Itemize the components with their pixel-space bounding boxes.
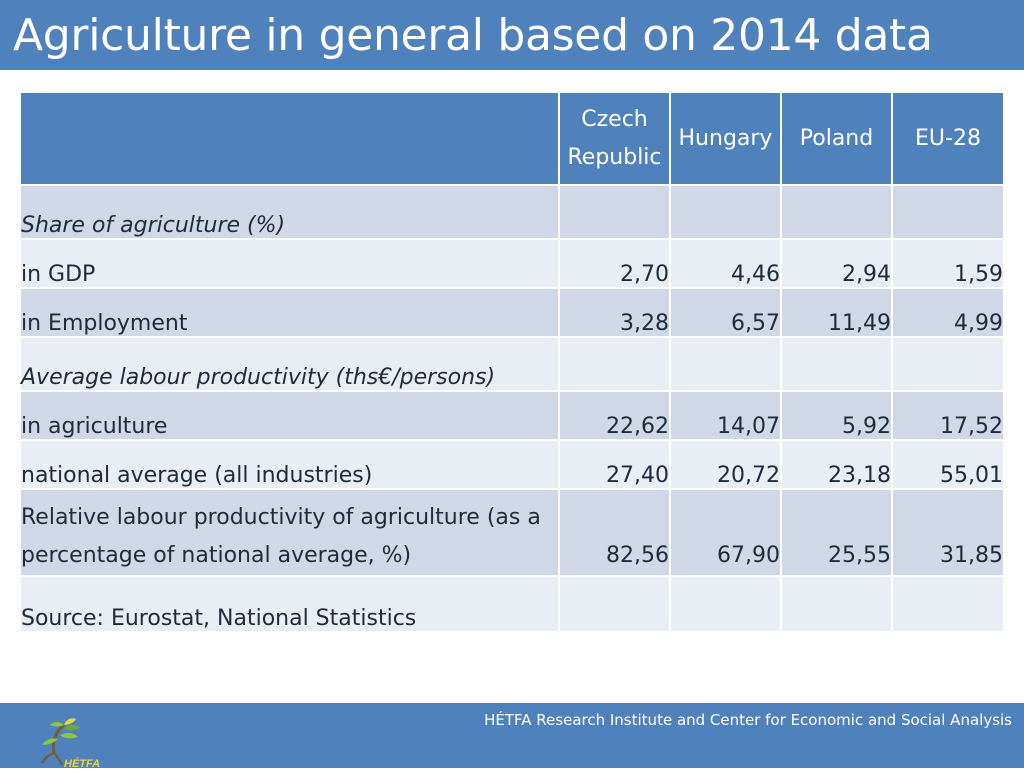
column-header-label: EU-28 [915, 125, 981, 151]
data-table: Czech Republic Hungary Poland EU-28 Shar… [19, 93, 1005, 631]
cell-value: 2,70 [560, 238, 669, 287]
cell-value: 22,62 [560, 390, 669, 439]
table-row-in-employment: in Employment 3,28 6,57 11,49 4,99 [21, 287, 1003, 336]
cell-value [782, 184, 891, 238]
column-header-eu-28: EU-28 [893, 93, 1003, 184]
cell-value [671, 336, 780, 390]
cell-value: 6,57 [671, 287, 780, 336]
cell-value: 31,85 [893, 488, 1003, 575]
row-label: in Employment [21, 287, 558, 336]
cell-value: 82,56 [560, 488, 669, 575]
cell-value [560, 184, 669, 238]
source-note: Source: Eurostat, National Statistics [21, 575, 558, 631]
row-label: in GDP [21, 238, 558, 287]
cell-value [671, 184, 780, 238]
cell-value [893, 336, 1003, 390]
row-label: Relative labour productivity of agricult… [21, 488, 558, 575]
cell-value: 14,07 [671, 390, 780, 439]
table-header-row: Czech Republic Hungary Poland EU-28 [21, 93, 1003, 184]
cell-value [560, 575, 669, 631]
cell-value [893, 184, 1003, 238]
table-row-source: Source: Eurostat, National Statistics [21, 575, 1003, 631]
cell-value: 23,18 [782, 439, 891, 488]
cell-value: 25,55 [782, 488, 891, 575]
cell-value: 4,99 [893, 287, 1003, 336]
column-header-label: Poland [799, 125, 874, 151]
cell-value: 4,46 [671, 238, 780, 287]
cell-value [782, 336, 891, 390]
cell-value [893, 575, 1003, 631]
cell-value: 1,59 [893, 238, 1003, 287]
header-empty-cell [21, 93, 558, 184]
table-row-average-labour-productivity: Average labour productivity (ths€/person… [21, 336, 1003, 390]
cell-value: 3,28 [560, 287, 669, 336]
column-header-poland: Poland [782, 93, 891, 184]
cell-value: 11,49 [782, 287, 891, 336]
footer-text: HÉTFA Research Institute and Center for … [484, 711, 1012, 729]
table-row-relative-labour-productivity: Relative labour productivity of agricult… [21, 488, 1003, 575]
cell-value: 27,40 [560, 439, 669, 488]
cell-value: 2,94 [782, 238, 891, 287]
cell-value [560, 336, 669, 390]
cell-value: 55,01 [893, 439, 1003, 488]
row-label: national average (all industries) [21, 439, 558, 488]
column-header-label: Czech Republic [567, 106, 662, 170]
table-row-share-of-agriculture: Share of agriculture (%) [21, 184, 1003, 238]
table-row-in-gdp: in GDP 2,70 4,46 2,94 1,59 [21, 238, 1003, 287]
table-row-national-average: national average (all industries) 27,40 … [21, 439, 1003, 488]
row-label: Share of agriculture (%) [21, 184, 558, 238]
cell-value: 67,90 [671, 488, 780, 575]
row-label: Average labour productivity (ths€/person… [21, 336, 558, 390]
logo-text: HÉTFA [64, 757, 100, 769]
column-header-czech-republic: Czech Republic [560, 93, 669, 184]
cell-value: 20,72 [671, 439, 780, 488]
table-row-in-agriculture: in agriculture 22,62 14,07 5,92 17,52 [21, 390, 1003, 439]
cell-value [671, 575, 780, 631]
title-bar: Agriculture in general based on 2014 dat… [0, 0, 1024, 70]
row-label: in agriculture [21, 390, 558, 439]
footer-bar: HÉTFA HÉTFA Research Institute and Cente… [0, 703, 1024, 769]
cell-value [782, 575, 891, 631]
column-header-label: Hungary [678, 125, 773, 151]
cell-value: 5,92 [782, 390, 891, 439]
column-header-hungary: Hungary [671, 93, 780, 184]
hetfa-logo-icon: HÉTFA [41, 718, 100, 769]
page-title: Agriculture in general based on 2014 dat… [13, 10, 933, 61]
cell-value: 17,52 [893, 390, 1003, 439]
